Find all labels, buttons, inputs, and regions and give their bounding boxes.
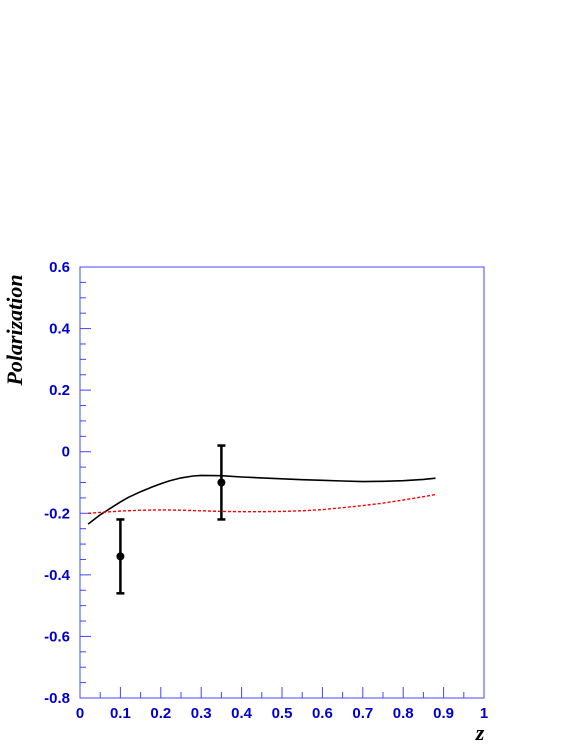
x-tick-label: 0.4: [231, 705, 253, 722]
x-tick-label: 0.8: [393, 705, 414, 722]
axis-ticks: [79, 266, 485, 699]
x-tick-labels: 0 0.1 0.2 0.3 0.4 0.5 0.6 0.7 0.8 0.9 1: [76, 705, 488, 722]
y-tick-label: -0.6: [44, 628, 70, 645]
series-lines: [87, 474, 436, 525]
y-tick-label: 0: [62, 444, 70, 461]
data-point: [217, 444, 226, 521]
x-tick-label: 0: [76, 705, 84, 722]
y-tick-label: 0.2: [49, 382, 70, 399]
y-tick-label: -0.8: [44, 690, 70, 707]
x-tick-label: 0.7: [352, 705, 373, 722]
dashed-red-curve: [88, 493, 436, 514]
x-tick-label: 0.5: [272, 705, 293, 722]
x-tick-label: 0.2: [150, 705, 171, 722]
x-tick-label: 0.6: [312, 705, 333, 722]
x-axis-title: z: [475, 720, 485, 745]
y-tick-label: -0.2: [44, 505, 70, 522]
y-tick-labels: -0.8 -0.6 -0.4 -0.2 0 0.2 0.4 0.6: [44, 259, 71, 707]
solid-black-curve: [87, 474, 436, 525]
x-tick-label: 0.1: [110, 705, 131, 722]
plot-frame: [79, 266, 485, 699]
y-tick-label: 0.4: [49, 321, 71, 338]
point-marker: [116, 552, 125, 561]
point-marker: [217, 478, 226, 487]
data-points: [116, 444, 226, 595]
y-tick-label: 0.6: [49, 259, 70, 276]
x-tick-label: 0.9: [433, 705, 454, 722]
x-tick-label: 1: [480, 705, 488, 722]
y-axis-title: Polarization: [2, 274, 27, 386]
x-tick-label: 0.3: [191, 705, 212, 722]
data-point: [116, 518, 125, 595]
y-tick-label: -0.4: [44, 567, 71, 584]
